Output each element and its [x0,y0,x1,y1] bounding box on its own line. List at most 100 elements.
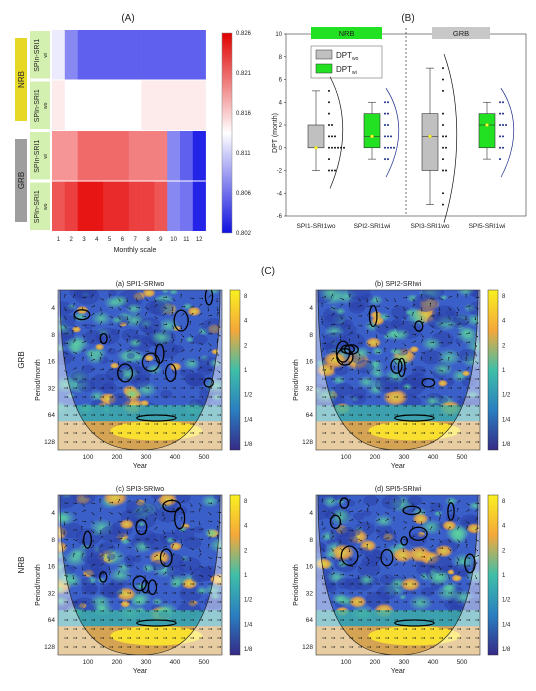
box-plot-4 [478,88,515,178]
data-point [390,135,392,138]
data-point [328,158,330,161]
data-point [387,112,389,115]
panel-b-y-tick: 6 [279,78,283,84]
data-point [445,169,447,172]
significance-contour [464,553,476,574]
colorbar-tick: 0.811 [236,151,251,157]
heatmap-cell [90,80,104,130]
wavelet-x-tick: 100 [341,454,352,461]
colorbar-tick: 0.802 [236,231,252,237]
heatmap-cell [103,80,117,130]
data-point [445,146,447,149]
wavelet-colorbar-tick: 4 [244,524,248,530]
significance-contour [132,575,147,592]
data-point [502,124,504,126]
data-point [334,169,336,172]
heatmap-cell [128,131,142,181]
group-bar [15,38,27,121]
wavelet-subtitle: (b) SPI2-SRIwi [375,281,422,288]
significance-contour [343,344,359,355]
panel-a-colorbar [221,32,233,234]
wavelet-y-tick: 8 [309,537,313,544]
heatmap-cell [141,30,155,80]
heatmap-cell [192,181,206,231]
data-point [502,146,504,149]
data-point [499,112,501,115]
mean-marker [485,123,489,127]
density-curve [385,88,400,178]
wavelet-row-label: GRB [17,351,26,368]
wavelet-colorbar-tick: 1/2 [502,598,511,604]
wavelet-colorbar [487,289,499,451]
data-point [502,135,504,138]
wavelet-y-tick: 128 [44,644,55,651]
wavelet-colorbar-tick: 4 [502,524,506,530]
data-point [502,112,504,115]
legend-label: DPTwi [336,65,357,76]
box-plot-3 [421,54,458,223]
significance-contour [83,530,93,549]
heatmap-cell [154,80,168,130]
data-point [442,169,444,172]
heatmap-row-sublabel: wo [43,102,49,109]
wavelet-x-tick: 500 [457,659,468,666]
data-point [499,124,501,126]
panel-b-y-axis-label: DPT (month) [272,113,279,153]
wavelet-colorbar-tick: 2 [502,343,506,349]
colorbar-tick: 0.806 [236,191,252,197]
data-point [328,124,330,126]
data-point [343,146,345,149]
heatmap-cell [154,30,168,80]
data-point [442,203,444,206]
panel-a-x-tick: 9 [159,237,163,243]
panel-a-x-tick: 10 [170,237,177,243]
heatmap-cell [64,131,78,181]
significance-contour [335,340,351,363]
wavelet-subtitle: (c) SPI3-SRIwo [116,486,164,493]
wavelet-colorbar-tick: 1/8 [502,647,511,653]
panel-label-b: (B) [401,13,414,24]
heatmap-cell [77,181,91,231]
group-header [311,27,382,39]
data-point [331,169,333,172]
wavelet-x-tick: 500 [457,454,468,461]
heatmap-cell [103,131,117,181]
row-label-box [30,182,50,230]
panel-b-y-tick: 10 [275,32,282,38]
data-point [442,192,444,195]
wavelet-colorbar-tick: 1 [502,573,506,579]
significance-contour [117,363,134,383]
data-point [442,124,444,126]
wavelet-y-tick: 16 [48,564,56,571]
panel-label-c: (C) [261,266,275,277]
data-point [390,146,392,149]
wavelet-y-tick: 8 [51,332,55,339]
panel-a-x-axis-label: Monthly scale [114,247,157,254]
group-header-label: NRB [339,29,355,38]
significance-contour [159,548,173,568]
box [363,113,381,149]
wavelet-x-tick: 200 [370,659,381,666]
wavelet-colorbar-tick: 2 [244,343,248,349]
data-point [502,101,504,104]
data-point [331,146,333,149]
wavelet-x-tick: 500 [199,659,210,666]
wavelet-frame [315,494,481,656]
heatmap-row-label: SPIn-SRI1 [34,89,41,122]
heatmap-row-sublabel: wo [43,203,49,210]
wavelet-colorbar-tick: 1 [502,368,506,374]
heatmap-cell [180,131,194,181]
wavelet-frame [315,289,481,451]
panel-b-y-tick: -2 [277,169,283,175]
panel-a-x-tick: 8 [146,237,150,243]
legend-swatch [315,49,333,60]
wavelet-colorbar-tick: 8 [502,499,506,505]
colorbar-tick: 0.816 [236,111,252,117]
wavelet-y-tick: 64 [306,412,314,419]
significance-contour [141,352,160,372]
wavelet-y-tick: 4 [309,305,313,312]
data-point [387,135,389,138]
panel-b-x-tick: SPI1-SRI1wo [296,223,335,230]
